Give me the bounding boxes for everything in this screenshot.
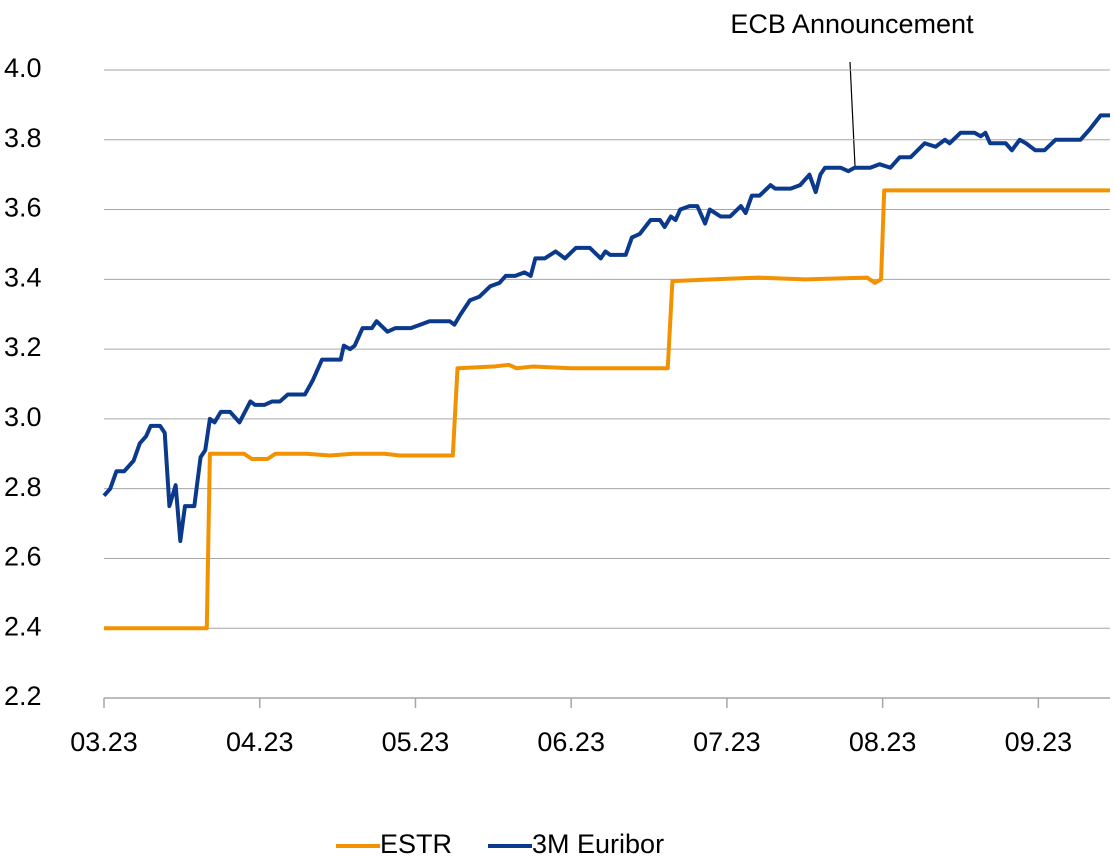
y-tick-label: 3.2 — [4, 332, 42, 362]
y-tick-label: 3.6 — [4, 193, 42, 223]
annotation: ECB Announcement — [730, 9, 974, 39]
y-tick-label: 4.0 — [4, 53, 42, 83]
x-tick-label: 08.23 — [849, 727, 917, 757]
y-tick-label: 3.0 — [4, 402, 42, 432]
y-tick-label: 2.8 — [4, 472, 42, 502]
y-tick-label: 3.4 — [4, 262, 42, 292]
y-tick-label: 2.4 — [4, 611, 42, 641]
x-tick-label: 03.23 — [70, 727, 138, 757]
series-line — [104, 188, 1110, 631]
x-tick-label: 09.23 — [1005, 727, 1073, 757]
legend-label: 3M Euribor — [532, 829, 664, 859]
series-line — [102, 113, 1110, 543]
y-tick-label: 2.2 — [4, 681, 42, 711]
x-tick-label: 05.23 — [382, 727, 450, 757]
legend-label: ESTR — [380, 829, 452, 859]
annotation-leader — [849, 61, 856, 167]
y-tick-label: 3.8 — [4, 123, 42, 153]
y-tick-label: 2.6 — [4, 542, 42, 572]
x-tick-label: 07.23 — [693, 727, 761, 757]
x-tick-label: 06.23 — [537, 727, 605, 757]
x-tick-label: 04.23 — [226, 727, 294, 757]
